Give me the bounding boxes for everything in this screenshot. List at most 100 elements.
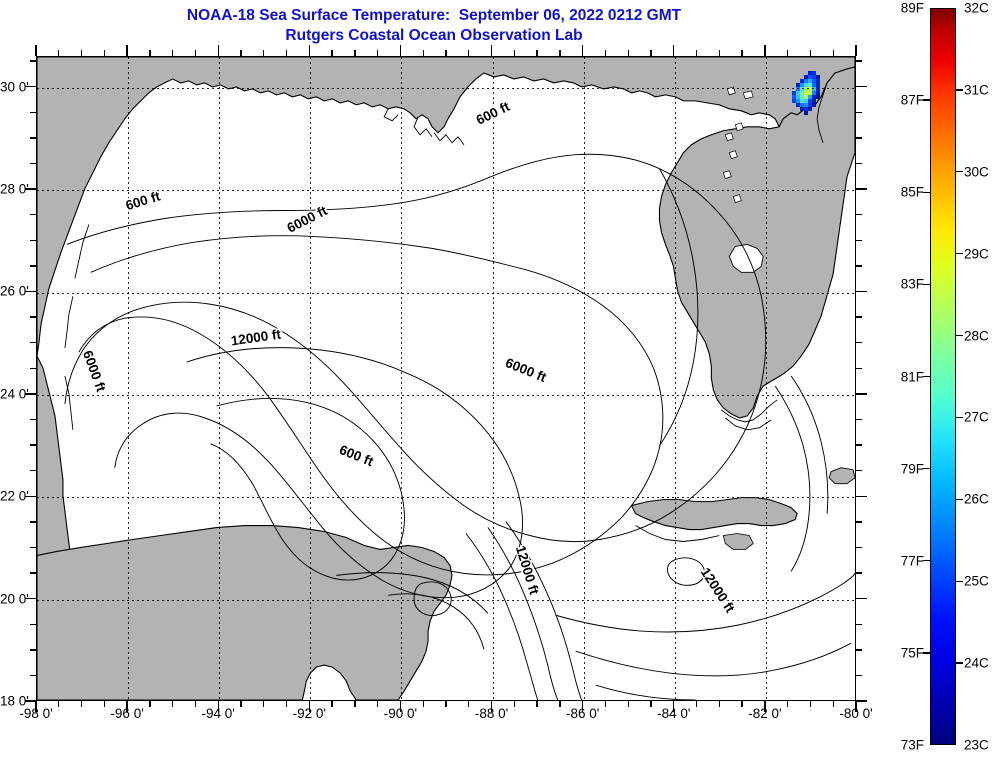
y-tick-minor: [30, 572, 36, 574]
y-tick-minor: [856, 444, 862, 446]
colorbar-label-fahrenheit: 79F: [900, 461, 924, 477]
x-tick-minor: [354, 701, 356, 707]
colorbar-tick-right: [956, 580, 963, 582]
x-tick-minor: [741, 701, 743, 707]
y-tick-minor: [30, 265, 36, 267]
x-axis-tick-label: -92 0': [292, 706, 327, 721]
colorbar-label-fahrenheit: 73F: [900, 737, 924, 753]
colorbar-tick-right: [956, 662, 963, 664]
x-axis-tick-label: -98 0': [19, 706, 53, 721]
y-tick-major: [25, 86, 36, 88]
x-axis-tick-label: -88 0': [474, 706, 509, 721]
x-axis-tick-label: -86 0': [565, 706, 600, 721]
colorbar-label-celsius: 32C: [964, 0, 989, 16]
colorbar-label-fahrenheit: 77F: [900, 553, 924, 569]
colorbar-label-celsius: 23C: [964, 737, 989, 753]
y-tick-minor: [30, 367, 36, 369]
colorbar-tick-left: [923, 467, 930, 470]
colorbar-gradient[interactable]: [930, 8, 956, 745]
y-tick-minor: [856, 367, 862, 369]
x-tick-major: [673, 701, 675, 712]
colorbar-tick-left: [923, 375, 930, 378]
x-tick-minor: [513, 50, 516, 56]
colorbar-label-fahrenheit: 85F: [900, 184, 924, 200]
y-tick-minor: [856, 137, 862, 139]
x-tick-minor: [331, 701, 333, 707]
x-tick-minor: [513, 701, 516, 707]
x-tick-minor: [741, 50, 743, 56]
colorbar-label-celsius: 29C: [964, 246, 989, 262]
coastline-detail-layer: [64, 82, 828, 542]
colorbar-tick-left: [923, 652, 930, 654]
x-tick-major: [399, 45, 402, 56]
x-tick-minor: [194, 701, 197, 707]
y-tick-major: [25, 495, 36, 497]
colorbar-tick-right: [956, 498, 963, 501]
x-tick-major: [399, 701, 402, 712]
colorbar-label-fahrenheit: 81F: [900, 369, 924, 384]
contour-12000ft-basin: [114, 347, 524, 599]
y-tick-minor: [30, 341, 36, 344]
x-tick-minor: [194, 50, 197, 56]
map-plot-area[interactable]: 600 ft 600 ft 6000 ft 6000 ft 6000 ft 12000 f…: [36, 56, 856, 701]
x-tick-major: [490, 45, 493, 56]
x-tick-minor: [718, 701, 721, 707]
contour-caribbean-b: [575, 642, 852, 677]
colorbar-tick-left: [923, 99, 930, 101]
x-tick-major: [126, 701, 128, 712]
x-tick-major: [581, 45, 584, 56]
x-tick-minor: [468, 701, 470, 707]
x-tick-minor: [536, 50, 538, 56]
x-tick-minor: [650, 50, 652, 56]
x-tick-minor: [103, 50, 106, 56]
x-tick-major: [581, 701, 584, 712]
x-tick-minor: [786, 50, 789, 56]
colorbar-tick-right: [956, 89, 963, 91]
y-tick-minor: [30, 521, 36, 523]
y-tick-major: [856, 597, 867, 600]
y-tick-minor: [30, 418, 36, 421]
y-tick-minor: [856, 316, 862, 318]
colorbar-group[interactable]: 89F 87F 85F 83F 81F 79F 77F 75F 73F 32C 31C 30C 29C 2…: [868, 0, 992, 761]
y-tick-major: [25, 290, 36, 293]
y-tick-minor: [30, 60, 36, 62]
colorbar-label-celsius: 27C: [964, 409, 989, 425]
x-tick-minor: [559, 701, 561, 707]
y-axis-tick-label: 30 0': [0, 79, 29, 95]
y-tick-minor: [856, 521, 862, 523]
y-tick-minor: [30, 546, 36, 549]
y-axis-tick-label: 28 0': [0, 181, 29, 197]
contour-caribbean-a: [555, 573, 855, 633]
landmass-us-mainland: [37, 57, 855, 357]
x-tick-major: [126, 45, 128, 56]
x-tick-minor: [809, 50, 812, 56]
colorbar-label-celsius: 30C: [964, 164, 989, 180]
x-axis-tick-label: -84 0': [657, 706, 691, 721]
y-tick-major: [856, 393, 867, 395]
sst-data-patch: [792, 70, 821, 115]
contour-straits-b: [790, 375, 829, 514]
y-axis-tick-label: 18 0': [0, 693, 29, 709]
y-tick-minor: [856, 341, 862, 344]
bathymetry-contour-layer: [64, 153, 855, 700]
y-tick-minor: [30, 137, 36, 139]
x-tick-minor: [285, 701, 288, 707]
y-tick-major: [856, 700, 867, 702]
y-axis-tick-label: 24 0': [0, 386, 29, 402]
y-tick-minor: [856, 213, 862, 216]
y-tick-minor: [856, 239, 862, 241]
y-axis-tick-label: 26 0': [0, 283, 29, 299]
contour-yucatan-channel-b: [487, 527, 559, 700]
colorbar-label-celsius: 24C: [964, 655, 989, 671]
x-tick-minor: [422, 701, 424, 707]
x-tick-major: [35, 45, 37, 56]
y-axis-tick-label: 20 0': [0, 591, 29, 607]
y-tick-minor: [30, 316, 36, 318]
x-tick-minor: [832, 50, 834, 56]
x-tick-minor: [809, 701, 812, 707]
title-line-2: Rutgers Coastal Ocean Observation Lab: [285, 27, 583, 44]
contour-campeche-deep: [388, 593, 485, 650]
colorbar-tick-right: [956, 416, 963, 419]
x-tick-minor: [627, 701, 629, 707]
x-tick-minor: [695, 50, 698, 56]
